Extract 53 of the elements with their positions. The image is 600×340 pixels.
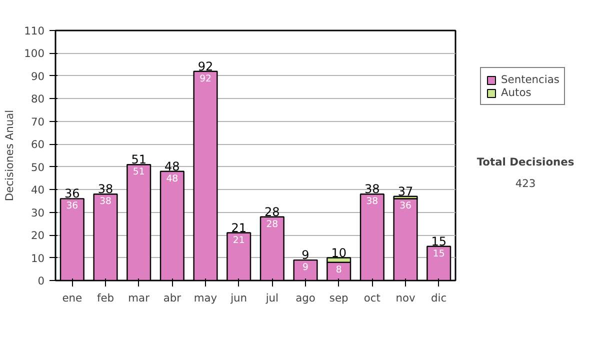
y-tick-label: 10 [30,252,45,265]
data-label: 38 [100,196,112,208]
y-tick-label: 80 [30,92,45,106]
x-tick-label: dic [431,292,447,304]
total-label: 37 [398,184,414,198]
y-tick-label: 100 [24,47,45,60]
legend-label: Autos [501,86,532,99]
total-label: 92 [198,59,214,74]
y-tick-label: 0 [38,274,45,288]
data-label: 9 [302,262,309,274]
total-label: 38 [98,182,114,196]
total-label: 10 [331,246,346,260]
x-tick-label: mar [128,292,150,304]
total-label: 36 [64,186,80,201]
total-label: 38 [364,182,380,196]
x-tick-label: nov [396,292,416,304]
total-label: 9 [302,248,310,262]
x-tick-label: may [194,292,218,304]
total-label: 48 [164,159,180,174]
y-tick-label: 110 [24,24,45,38]
x-tick-label: oct [364,292,380,304]
x-tick-label: jul [264,292,279,304]
y-axis-title: Decisiones Anual [3,110,16,202]
x-tick-label: feb [96,292,114,304]
data-label: 28 [266,218,278,230]
data-label: 92 [200,73,212,84]
total-label: 28 [264,204,280,219]
legend-label: Sentencias [501,73,560,86]
data-label: 15 [432,248,445,260]
y-tick-label: 40 [30,184,45,197]
data-label: 36 [400,200,412,212]
x-tick-label: abr [163,292,182,304]
data-label: 51 [132,166,145,178]
data-label: 36 [66,200,78,212]
y-tick-label: 60 [30,138,45,152]
total-label: 51 [131,152,146,167]
y-tick-label: 70 [30,115,45,128]
y-tick-label: 50 [30,160,45,174]
y-tick-label: 20 [30,229,45,242]
text: 423 [515,176,536,190]
data-label: 8 [336,264,342,276]
y-tick-label: 90 [30,70,45,83]
total-label: 21 [231,220,246,235]
text: Total Decisiones [476,155,574,168]
y-tick-label: 30 [30,206,45,220]
x-tick-label: ago [296,292,316,304]
data-label: 48 [166,173,178,184]
data-label: 38 [366,196,378,208]
data-label: 21 [232,234,245,246]
x-tick-label: sep [329,292,349,304]
total-label: 15 [431,234,446,248]
x-tick-label: ene [62,292,82,304]
x-tick-label: jun [230,292,248,304]
